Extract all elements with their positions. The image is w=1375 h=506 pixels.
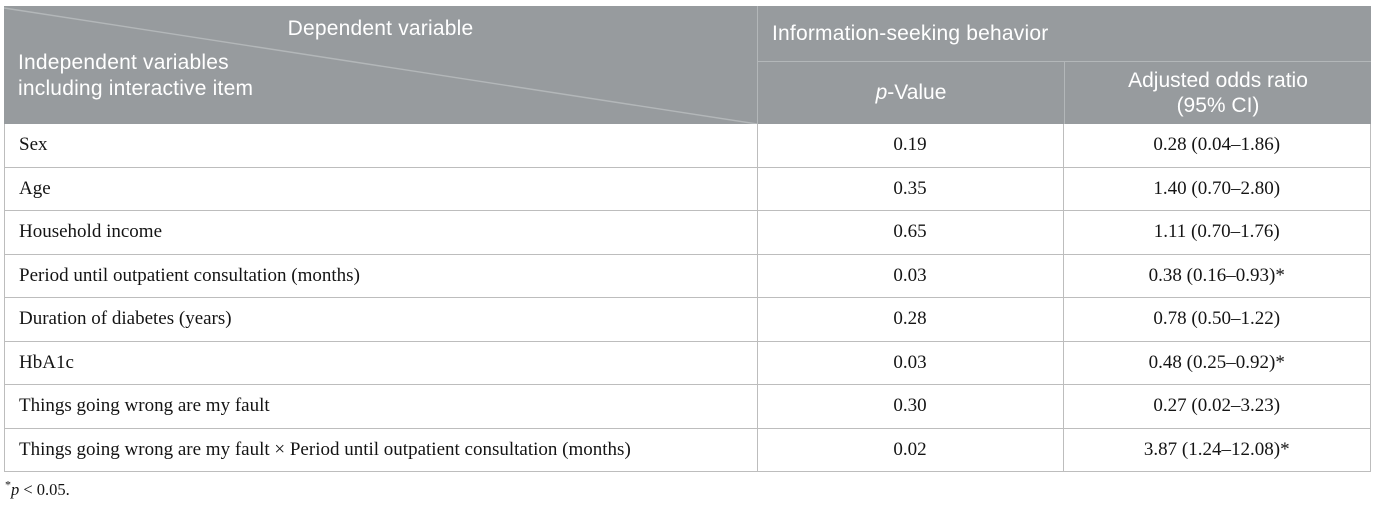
row-label: Things going wrong are my fault × Period…	[19, 438, 631, 460]
row-label: Sex	[19, 134, 48, 156]
row-aor: 0.78 (0.50–1.22)	[1062, 298, 1371, 341]
table-row: Duration of diabetes (years) 0.28 0.78 (…	[5, 298, 1370, 342]
p-value-rest: -Value	[887, 81, 947, 104]
table-row: HbA1c 0.03 0.48 (0.25–0.92)*	[5, 341, 1371, 385]
footnote-significance-marker: *	[5, 477, 11, 492]
row-aor: 0.28 (0.04–1.86)	[1062, 124, 1371, 167]
footnote-text: < 0.05.	[19, 480, 70, 499]
row-label: Age	[19, 177, 51, 199]
column-header-adjusted-odds-ratio: Adjusted odds ratio (95% CI)	[1064, 62, 1371, 124]
table-row: Sex 0.19 0.28 (0.04–1.86)	[5, 124, 1370, 168]
table-header: Dependent variable Independent variables…	[4, 6, 1371, 124]
row-p-value: 0.03	[756, 341, 1063, 384]
independent-variables-line1: Independent variables	[18, 51, 229, 74]
header-corner-cell: Dependent variable Independent variables…	[4, 6, 757, 124]
aor-header-line1: Adjusted odds ratio	[1128, 69, 1308, 92]
row-p-value: 0.19	[756, 124, 1063, 167]
column-group-dependent-variable: Dependent variable	[287, 17, 474, 40]
row-p-value: 0.28	[756, 298, 1063, 341]
table-footnote: *p < 0.05.	[5, 477, 70, 500]
table-row: Things going wrong are my fault × Period…	[5, 428, 1371, 472]
row-aor: 0.38 (0.16–0.93)*	[1062, 254, 1371, 297]
row-p-value: 0.03	[756, 254, 1063, 297]
table-row: Age 0.35 1.40 (0.70–2.80)	[5, 167, 1371, 211]
statistics-table: Dependent variable Independent variables…	[4, 6, 1371, 472]
p-italic: p	[875, 81, 888, 104]
row-label: Things going wrong are my fault	[19, 395, 270, 417]
diagonal-divider-line	[4, 7, 757, 124]
row-label: HbA1c	[19, 351, 74, 373]
row-p-value: 0.02	[756, 428, 1063, 471]
column-header-p-value: p-Value	[758, 62, 1064, 124]
row-label: Household income	[19, 221, 163, 243]
independent-variables-line2: including interactive item	[18, 77, 254, 100]
header-right-section: Information-seeking behavior p-Value Adj…	[757, 6, 1371, 124]
aor-header-line2: (95% CI)	[1176, 94, 1260, 117]
header-subrow: p-Value Adjusted odds ratio (95% CI)	[758, 62, 1371, 124]
row-aor: 0.27 (0.02–3.23)	[1062, 385, 1371, 428]
row-aor: 1.11 (0.70–1.76)	[1062, 211, 1371, 254]
table-row: Household income 0.65 1.11 (0.70–1.76)	[5, 211, 1370, 255]
table-row: Period until outpatient consultation (mo…	[5, 254, 1371, 298]
row-aor: 1.40 (0.70–2.80)	[1062, 167, 1371, 210]
row-p-value: 0.35	[756, 167, 1063, 210]
footnote-p-italic: p	[11, 480, 20, 499]
row-label: Duration of diabetes (years)	[19, 308, 232, 330]
row-aor: 3.87 (1.24–12.08)*	[1062, 428, 1371, 471]
table-row: Things going wrong are my fault 0.30 0.2…	[5, 385, 1370, 429]
row-p-value: 0.30	[756, 385, 1063, 428]
row-label: Period until outpatient consultation (mo…	[19, 264, 360, 286]
column-group-information-seeking-behavior: Information-seeking behavior	[758, 6, 1371, 62]
row-group-independent-variables: Independent variables including interact…	[18, 50, 253, 102]
row-aor: 0.48 (0.25–0.92)*	[1062, 341, 1371, 384]
row-p-value: 0.65	[756, 211, 1063, 254]
table-body: Sex 0.19 0.28 (0.04–1.86) Age 0.35 1.40 …	[4, 124, 1371, 472]
